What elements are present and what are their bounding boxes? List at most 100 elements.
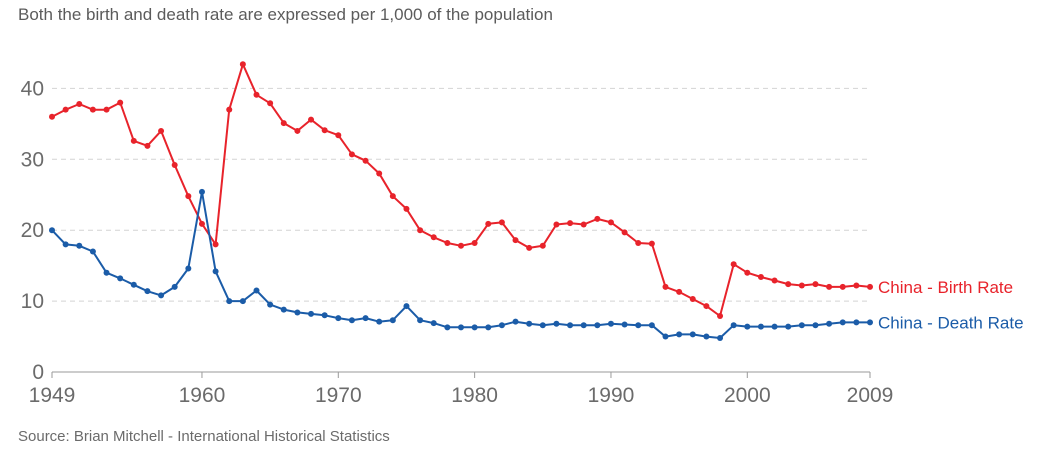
china-death-rate-point [771, 323, 778, 330]
china-birth-rate-point [485, 220, 492, 227]
china-death-rate-point [158, 292, 165, 299]
china-birth-rate-point [512, 237, 519, 244]
china-birth-rate-point [403, 205, 410, 212]
china-birth-rate-point [539, 242, 546, 249]
china-death-rate-point [417, 317, 424, 324]
china-death-rate-point [853, 319, 860, 326]
china-birth-rate-label: China - Birth Rate [878, 278, 1013, 297]
china-birth-rate-point [757, 273, 764, 280]
china-birth-rate-point [648, 240, 655, 247]
china-birth-rate-point [239, 61, 246, 68]
chart-subtitle: Both the birth and death rate are expres… [18, 5, 553, 24]
china-death-rate-point [498, 322, 505, 329]
china-death-rate-point [62, 241, 69, 248]
china-death-rate-point [703, 333, 710, 340]
china-death-rate-point [335, 315, 342, 322]
china-death-rate-point [839, 319, 846, 326]
y-tick-label: 0 [32, 361, 44, 384]
china-birth-rate-point [198, 220, 205, 227]
china-birth-rate-point [717, 312, 724, 319]
china-birth-rate-point [607, 219, 614, 226]
china-death-rate-point [253, 287, 260, 294]
china-death-rate-point [185, 265, 192, 272]
china-birth-rate-point [267, 100, 274, 107]
series-group [49, 61, 873, 341]
series-labels: China - Birth Rate China - Death Rate [878, 278, 1024, 332]
china-death-rate-point [485, 324, 492, 331]
china-death-rate-point [430, 320, 437, 327]
china-death-rate-point [757, 323, 764, 330]
china-death-rate-point [553, 320, 560, 327]
china-death-rate-point [117, 275, 124, 282]
y-tick-label: 10 [21, 290, 44, 313]
china-birth-rate-point [49, 113, 55, 120]
china-birth-rate-point [103, 106, 110, 113]
china-death-rate-point [89, 248, 96, 255]
china-birth-rate-point [130, 137, 137, 144]
china-birth-rate-point [676, 288, 683, 295]
x-tick-label: 1949 [29, 384, 76, 407]
china-birth-rate-point [826, 283, 833, 290]
china-death-rate-point [594, 322, 601, 329]
china-death-rate-point [348, 317, 355, 324]
china-birth-rate-point [171, 161, 178, 168]
china-birth-rate-point [785, 281, 792, 288]
china-birth-rate-point [594, 215, 601, 222]
china-birth-rate-point [703, 303, 710, 310]
china-birth-rate-point [62, 106, 69, 113]
china-birth-rate-point [580, 221, 587, 228]
y-tick-label: 20 [21, 219, 44, 242]
china-death-rate-point [785, 323, 792, 330]
china-death-rate-point [717, 334, 724, 341]
china-death-rate-point [730, 322, 737, 329]
china-death-rate-point [198, 188, 205, 195]
x-tick-label: 2000 [724, 384, 771, 407]
china-birth-rate-point [158, 127, 165, 134]
x-tick-label: 1960 [179, 384, 226, 407]
x-tick-label: 1980 [451, 384, 498, 407]
china-death-rate-point [267, 301, 274, 308]
china-birth-rate-point [839, 283, 846, 290]
china-birth-rate-point [89, 106, 96, 113]
china-birth-rate-point [444, 239, 451, 246]
china-death-rate-point [294, 309, 301, 316]
china-death-rate-point [526, 320, 533, 327]
china-birth-rate-point [662, 283, 669, 290]
grid-lines [52, 87, 870, 302]
y-tick-label: 40 [21, 77, 44, 100]
china-death-rate-point [130, 281, 137, 288]
china-death-rate-point [812, 322, 819, 329]
china-death-rate-point [567, 322, 574, 329]
china-death-rate-point [539, 322, 546, 329]
china-death-rate-point [867, 319, 873, 326]
china-birth-rate-point [212, 241, 219, 248]
china-birth-rate-point [348, 151, 355, 158]
china-birth-rate-point [526, 244, 533, 251]
china-birth-rate-point [308, 116, 315, 123]
china-birth-rate-point [798, 282, 805, 289]
china-death-rate-point [103, 269, 110, 276]
china-death-rate-point [171, 283, 178, 290]
china-death-rate-label: China - Death Rate [878, 313, 1024, 332]
china-birth-rate-point [812, 281, 819, 288]
china-birth-rate-point [621, 229, 628, 236]
china-birth-rate-point [771, 277, 778, 284]
china-birth-rate-point [689, 295, 696, 302]
china-birth-rate-point [226, 106, 233, 113]
x-tick-label: 1970 [315, 384, 362, 407]
china-death-rate-point [580, 322, 587, 329]
y-tick-label: 30 [21, 148, 44, 171]
china-death-rate-point [280, 306, 287, 313]
china-death-rate-point [321, 312, 328, 319]
china-birth-rate-point [867, 283, 873, 290]
china-death-rate-point [226, 298, 233, 305]
source-note: Source: Brian Mitchell - International H… [18, 428, 390, 445]
china-death-rate-point [744, 323, 751, 330]
china-death-rate-point [389, 317, 396, 324]
china-birth-rate-point [498, 219, 505, 226]
china-death-rate-point [144, 288, 151, 295]
china-birth-rate-point [117, 99, 124, 106]
china-birth-rate-point [294, 127, 301, 134]
china-death-rate-point [239, 298, 246, 305]
